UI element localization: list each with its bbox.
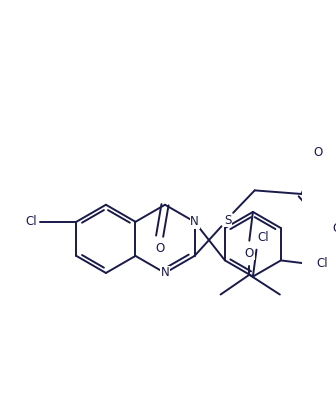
- Text: O: O: [313, 146, 322, 159]
- Text: O: O: [333, 222, 336, 234]
- Text: O: O: [245, 247, 254, 260]
- Text: Cl: Cl: [26, 215, 37, 228]
- Text: O: O: [155, 242, 164, 255]
- Text: Cl: Cl: [258, 230, 269, 243]
- Text: N: N: [190, 215, 199, 228]
- Text: S: S: [224, 213, 232, 226]
- Text: N: N: [161, 266, 169, 279]
- Text: Cl: Cl: [317, 258, 328, 271]
